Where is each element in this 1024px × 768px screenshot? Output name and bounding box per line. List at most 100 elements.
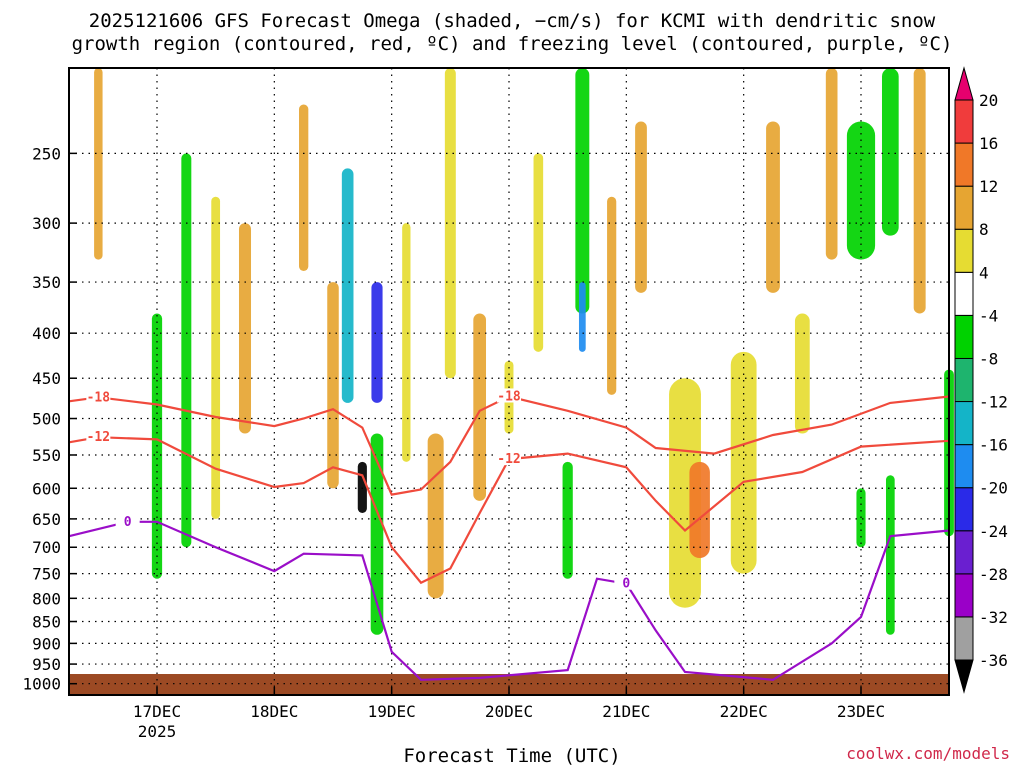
y-tick-label-450: 450 [32, 369, 61, 388]
colorbar-label-10: 8 [979, 220, 989, 239]
omega-shade-11 [371, 282, 383, 403]
x-tick-label-23DEC: 23DEC [837, 702, 885, 721]
omega-shade-7 [327, 282, 339, 489]
omega-shade-19 [575, 68, 590, 314]
x-tick-label-22DEC: 22DEC [720, 702, 768, 721]
omega-shade-25 [730, 351, 757, 574]
x-tick-label-20DEC: 20DEC [485, 702, 533, 721]
y-tick-label-500: 500 [32, 410, 61, 429]
contour-label-bg-1-0 [86, 429, 111, 444]
y-tick-label-350: 350 [32, 273, 61, 292]
colorbar-label-8: -4 [979, 306, 998, 325]
x-axis-label: Forecast Time (UTC) [403, 745, 621, 767]
y-tick-label-400: 400 [32, 324, 61, 343]
colorbar-box-3 [954, 487, 974, 532]
omega-shade-2 [94, 68, 103, 260]
y-tick-label-700: 700 [32, 538, 61, 557]
omega-shade-17 [533, 153, 544, 352]
omega-shade-3 [181, 153, 192, 548]
y-tick-label-300: 300 [32, 214, 61, 233]
y-tick-label-800: 800 [32, 589, 61, 608]
omega-shade-8 [354, 68, 371, 434]
omega-shade-24 [689, 461, 710, 559]
temperature-contours: -18 -18 -12 -12 0 0 [68, 388, 950, 681]
y-tick-label-550: 550 [32, 446, 61, 465]
omega-shade-16 [473, 313, 487, 501]
colorbar-box-1 [954, 573, 974, 618]
y-tick-label-600: 600 [32, 479, 61, 498]
omega-shade-28 [825, 68, 838, 260]
x-tick-label-18DEC: 18DEC [250, 702, 298, 721]
omega-shade-12 [370, 433, 384, 635]
colorbar-box-7 [954, 314, 974, 359]
contour-label-0-1: -18 [497, 389, 521, 404]
y-tick-label-650: 650 [32, 510, 61, 529]
colorbar-box-5 [954, 401, 974, 446]
omega-shade-26 [766, 121, 780, 293]
colorbar-label-3: -24 [979, 522, 1008, 541]
omega-shade-32 [885, 475, 895, 635]
contour-label-0-0: -18 [87, 390, 111, 405]
contour-label-bg-1-1 [497, 451, 521, 466]
colorbar-box-2 [954, 530, 974, 575]
x-tick-label-17DEC: 17DEC [133, 702, 181, 721]
chart-title-line-2: growth region (contoured, red, ºC) and f… [71, 33, 953, 55]
omega-shade-21 [607, 196, 617, 395]
omega-shade-27 [794, 313, 810, 434]
omega-shade-15 [444, 68, 456, 379]
contour-label-1-1: -12 [497, 452, 520, 467]
y-tick-label-850: 850 [32, 613, 61, 632]
x-tick-label-21DEC: 21DEC [602, 702, 650, 721]
colorbar-box-0 [954, 616, 974, 661]
colorbar-label-11: 12 [979, 177, 998, 196]
contour-line-0 [68, 395, 950, 496]
colorbar-box-4 [954, 444, 974, 489]
colorbar-label-7: -8 [979, 349, 998, 368]
contour-label-1-0: -12 [87, 430, 110, 445]
colorbar-box-8 [954, 271, 974, 316]
colorbar-box-6 [954, 357, 974, 403]
omega-shade-20 [578, 282, 586, 352]
contour-label-bg-0-0 [86, 389, 111, 404]
contour-label-2-1: 0 [622, 577, 630, 592]
credit-link[interactable]: coolwx.com/models [846, 744, 1010, 763]
colorbar-label-6: -12 [979, 393, 1008, 412]
colorbar-box-11 [954, 142, 974, 187]
y-axis: 250 300 350 400 450 500 550 600 650 700 750 800 850 9… [22, 144, 77, 694]
y-tick-label-1000: 1000 [22, 675, 61, 694]
x-tick-sublabel: 2025 [138, 722, 177, 741]
colorbar-low-end [954, 659, 974, 694]
contour-label-bg-2-0 [115, 513, 140, 528]
colorbar-box-12 [954, 99, 974, 144]
omega-shade-5 [238, 223, 252, 434]
omega-shade-18 [562, 461, 573, 579]
colorbar-box-10 [954, 185, 974, 230]
contour-label-2-0: 0 [124, 515, 132, 530]
colorbar-label-2: -28 [979, 565, 1008, 584]
colorbar-label-4: -20 [979, 479, 1008, 498]
omega-shade-22 [635, 121, 647, 293]
contour-label-bg-0-1 [497, 388, 521, 403]
colorbar-box-9 [954, 228, 974, 273]
colorbar-high-end [954, 66, 974, 101]
ground-surface [69, 674, 949, 695]
colorbar-label-12: 16 [979, 134, 998, 153]
y-tick-label-950: 950 [32, 655, 61, 674]
y-tick-label-750: 750 [32, 565, 61, 584]
colorbar: -36 -32 -28 -24 -20 -16 -12 -8 -4 4 8 12 16 20 [954, 66, 1008, 694]
y-tick-label-250: 250 [32, 144, 61, 163]
omega-shade-14 [427, 433, 444, 599]
chart-title-line-1: 2025121606 GFS Forecast Omega (shaded, −… [88, 10, 936, 32]
colorbar-label-13: 20 [979, 91, 998, 110]
contour-label-bg-2-1 [614, 575, 639, 590]
omega-shade-6 [299, 104, 309, 271]
omega-shade-9 [341, 168, 354, 403]
colorbar-label-1: -32 [979, 608, 1008, 627]
omega-shade-33 [913, 68, 926, 314]
contour-line-2 [68, 520, 950, 681]
chart-grid [69, 68, 949, 695]
omega-shade-29 [846, 121, 876, 260]
omega-shade-4 [211, 196, 221, 519]
